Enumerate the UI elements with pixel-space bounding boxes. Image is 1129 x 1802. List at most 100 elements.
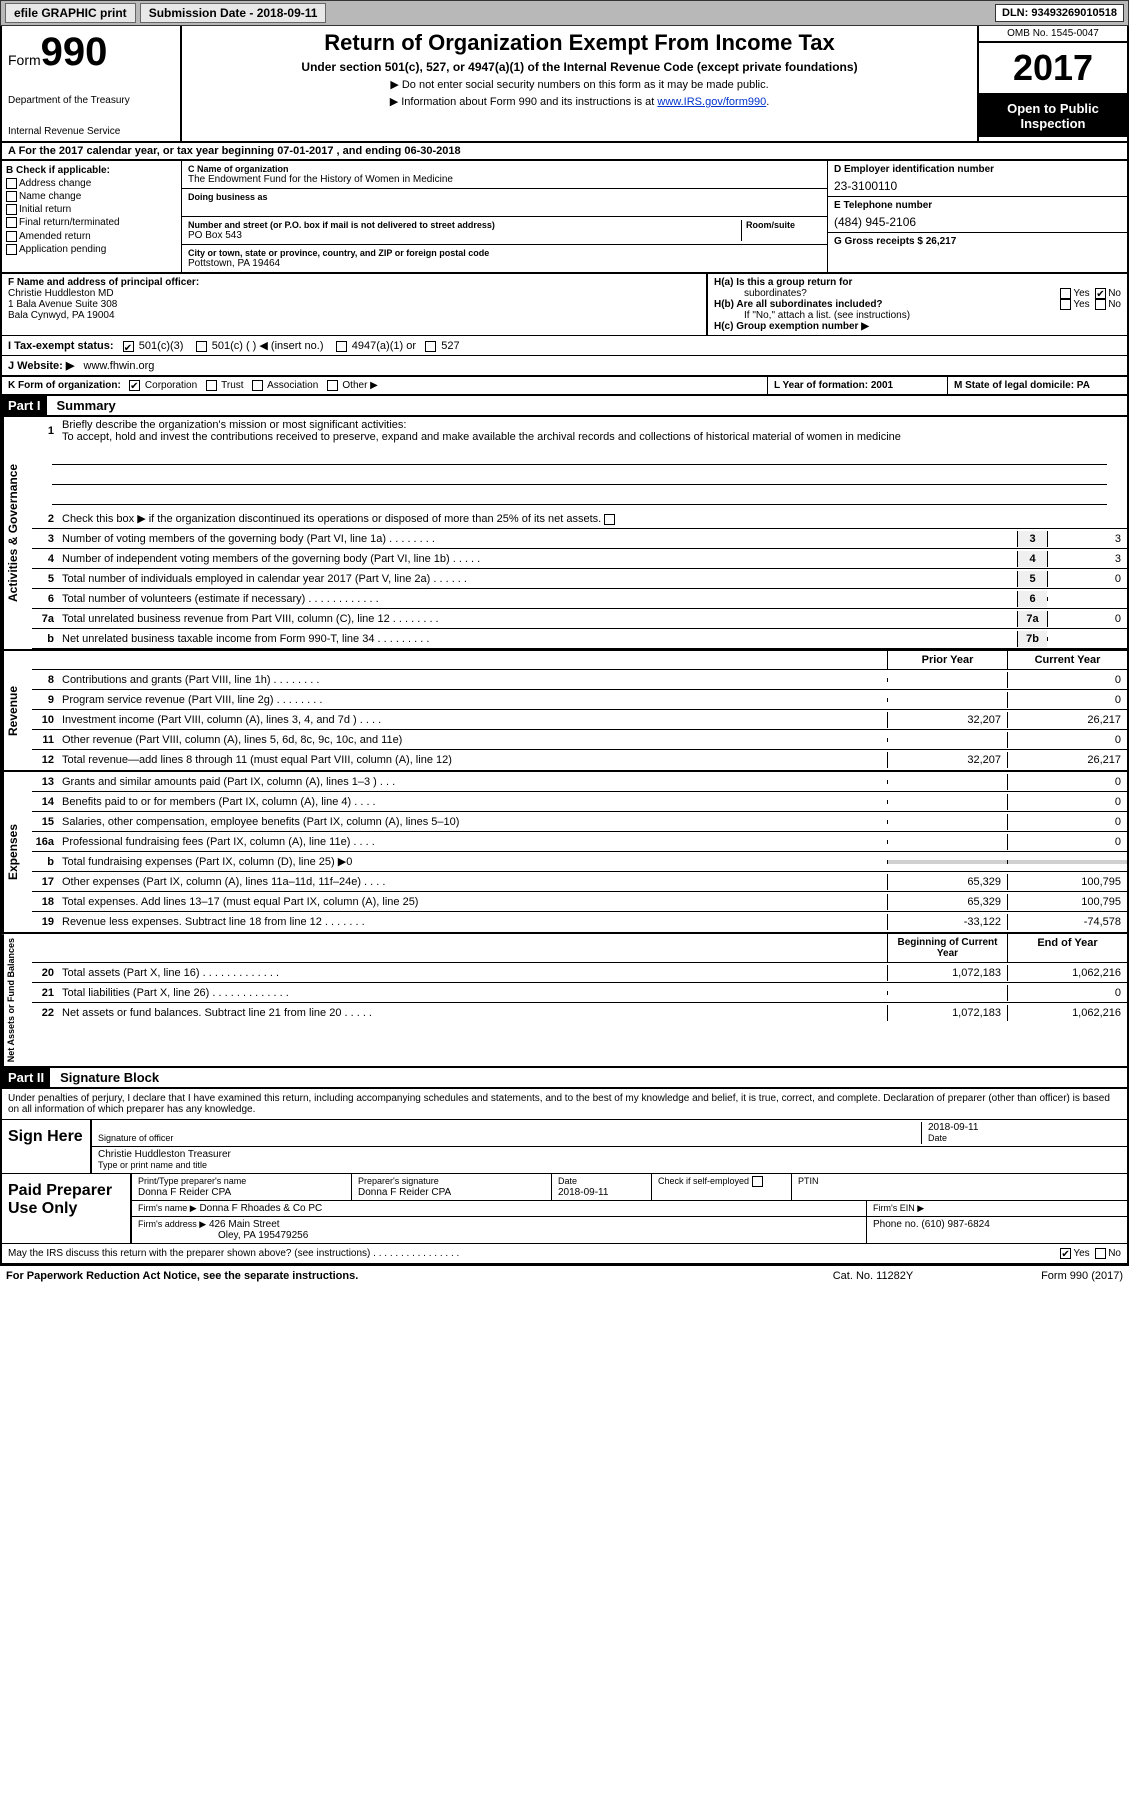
dba-label: Doing business as: [188, 192, 821, 202]
summary-line-b: bTotal fundraising expenses (Part IX, co…: [32, 852, 1127, 872]
chk-trust[interactable]: [206, 380, 217, 391]
chk-application-pending[interactable]: [6, 244, 17, 255]
footer-form: Form 990 (2017): [973, 1270, 1123, 1282]
efile-print-button[interactable]: efile GRAPHIC print: [5, 3, 136, 23]
firm-phone: (610) 987-6824: [921, 1219, 989, 1230]
gross-receipts: G Gross receipts $ 26,217: [834, 236, 1121, 247]
summary-line-8: 8Contributions and grants (Part VIII, li…: [32, 670, 1127, 690]
paid-preparer-label: Paid Preparer Use Only: [2, 1174, 132, 1243]
chk-corp[interactable]: [129, 380, 140, 391]
prep-signature: Donna F Reider CPA: [358, 1187, 451, 1198]
room-label: Room/suite: [746, 220, 821, 230]
officer-addr2: Bala Cynwyd, PA 19004: [8, 310, 700, 321]
hb-label: H(b) Are all subordinates included?: [714, 299, 883, 310]
street: PO Box 543: [188, 230, 741, 241]
firm-ein-label: Firm's EIN ▶: [867, 1201, 1127, 1216]
summary-line-11: 11Other revenue (Part VIII, column (A), …: [32, 730, 1127, 750]
footer-catno: Cat. No. 11282Y: [773, 1270, 973, 1282]
chk-ha-yes[interactable]: [1060, 288, 1071, 299]
topbar: efile GRAPHIC print Submission Date - 20…: [0, 0, 1129, 26]
vlabel-net-assets: Net Assets or Fund Balances: [2, 934, 32, 1066]
submission-date: Submission Date - 2018-09-11: [140, 3, 327, 23]
firm-name-label: Firm's name ▶: [138, 1203, 197, 1213]
tax-year: 2017: [979, 43, 1127, 95]
sig-date: 2018-09-11: [928, 1122, 978, 1133]
chk-discuss-no[interactable]: [1095, 1248, 1106, 1259]
form-header: Form990 Department of the Treasury Inter…: [0, 26, 1129, 143]
instructions-link[interactable]: www.IRS.gov/form990: [657, 96, 766, 108]
ein-label: D Employer identification number: [834, 164, 1121, 175]
form-label: Form: [8, 52, 41, 68]
summary-line-16a: 16aProfessional fundraising fees (Part I…: [32, 832, 1127, 852]
chk-discuss-yes[interactable]: [1060, 1248, 1071, 1259]
line1-label: Briefly describe the organization's miss…: [62, 419, 406, 431]
summary-line-14: 14Benefits paid to or for members (Part …: [32, 792, 1127, 812]
chk-self-employed[interactable]: [752, 1176, 763, 1187]
chk-527[interactable]: [425, 341, 436, 352]
part2-header: Part II: [2, 1068, 50, 1087]
row-a-tax-year: A For the 2017 calendar year, or tax yea…: [0, 143, 1129, 161]
summary-line-12: 12Total revenue—add lines 8 through 11 (…: [32, 750, 1127, 770]
chk-name-change[interactable]: [6, 191, 17, 202]
prep-date: 2018-09-11: [558, 1187, 608, 1198]
chk-501c[interactable]: [196, 341, 207, 352]
officer-addr1: 1 Bala Avenue Suite 308: [8, 299, 700, 310]
firm-name: Donna F Rhoades & Co PC: [199, 1203, 322, 1214]
ha-sub: subordinates?: [714, 288, 1060, 299]
form-note1: ▶ Do not enter social security numbers o…: [188, 78, 971, 91]
prep-name-label: Print/Type preparer's name: [138, 1176, 246, 1186]
firm-addr-label: Firm's address ▶: [138, 1219, 206, 1229]
form-subtitle: Under section 501(c), 527, or 4947(a)(1)…: [188, 60, 971, 74]
dept-treasury: Department of the Treasury: [8, 95, 174, 106]
summary-line-17: 17Other expenses (Part IX, column (A), l…: [32, 872, 1127, 892]
form-note2: ▶ Information about Form 990 and its ins…: [390, 96, 658, 108]
summary-line-15: 15Salaries, other compensation, employee…: [32, 812, 1127, 832]
form-title: Return of Organization Exempt From Incom…: [188, 30, 971, 56]
check-self-employed: Check if self-employed: [658, 1176, 749, 1186]
vlabel-expenses: Expenses: [2, 772, 32, 932]
summary-line-4: 4Number of independent voting members of…: [32, 549, 1127, 569]
prep-name: Donna F Reider CPA: [138, 1187, 231, 1198]
summary-line-5: 5Total number of individuals employed in…: [32, 569, 1127, 589]
summary-line-7a: 7aTotal unrelated business revenue from …: [32, 609, 1127, 629]
chk-assoc[interactable]: [252, 380, 263, 391]
chk-hb-no[interactable]: [1095, 299, 1106, 310]
summary-line-20: 20Total assets (Part X, line 16) . . . .…: [32, 963, 1127, 983]
line2-text: Check this box ▶ if the organization dis…: [58, 510, 1127, 527]
summary-line-b: bNet unrelated business taxable income f…: [32, 629, 1127, 649]
col-begin-year: Beginning of Current Year: [887, 934, 1007, 962]
prep-date-label: Date: [558, 1176, 577, 1186]
website-label: J Website: ▶: [8, 360, 74, 372]
chk-4947[interactable]: [336, 341, 347, 352]
chk-amended-return[interactable]: [6, 231, 17, 242]
hc-label: H(c) Group exemption number ▶: [714, 321, 869, 332]
hb-note: If "No," attach a list. (see instruction…: [714, 310, 1121, 321]
summary-line-3: 3Number of voting members of the governi…: [32, 529, 1127, 549]
dept-irs: Internal Revenue Service: [8, 126, 174, 137]
chk-final-return[interactable]: [6, 217, 17, 228]
state-domicile: M State of legal domicile: PA: [954, 380, 1090, 391]
omb-number: OMB No. 1545-0047: [979, 26, 1127, 43]
open-public-2: Inspection: [1020, 116, 1085, 131]
mission-text: To accept, hold and invest the contribut…: [62, 431, 901, 443]
vlabel-activities: Activities & Governance: [2, 417, 32, 649]
website: www.fhwin.org: [84, 360, 155, 372]
chk-501c3[interactable]: [123, 341, 134, 352]
city: Pottstown, PA 19464: [188, 258, 821, 269]
col-b-check-applicable: B Check if applicable: Address change Na…: [2, 161, 182, 272]
tel-label: E Telephone number: [834, 200, 1121, 211]
declaration-text: Under penalties of perjury, I declare th…: [2, 1089, 1127, 1120]
chk-ha-no[interactable]: [1095, 288, 1106, 299]
summary-line-6: 6Total number of volunteers (estimate if…: [32, 589, 1127, 609]
chk-hb-yes[interactable]: [1060, 299, 1071, 310]
org-name-label: C Name of organization: [188, 164, 821, 174]
street-label: Number and street (or P.O. box if mail i…: [188, 220, 741, 230]
chk-initial-return[interactable]: [6, 204, 17, 215]
footer-paperwork: For Paperwork Reduction Act Notice, see …: [6, 1270, 773, 1282]
chk-other[interactable]: [327, 380, 338, 391]
chk-line2[interactable]: [604, 514, 615, 525]
discuss-text: May the IRS discuss this return with the…: [8, 1248, 1060, 1259]
part1-header: Part I: [2, 396, 47, 415]
chk-address-change[interactable]: [6, 178, 17, 189]
dln: DLN: 93493269010518: [995, 4, 1124, 22]
